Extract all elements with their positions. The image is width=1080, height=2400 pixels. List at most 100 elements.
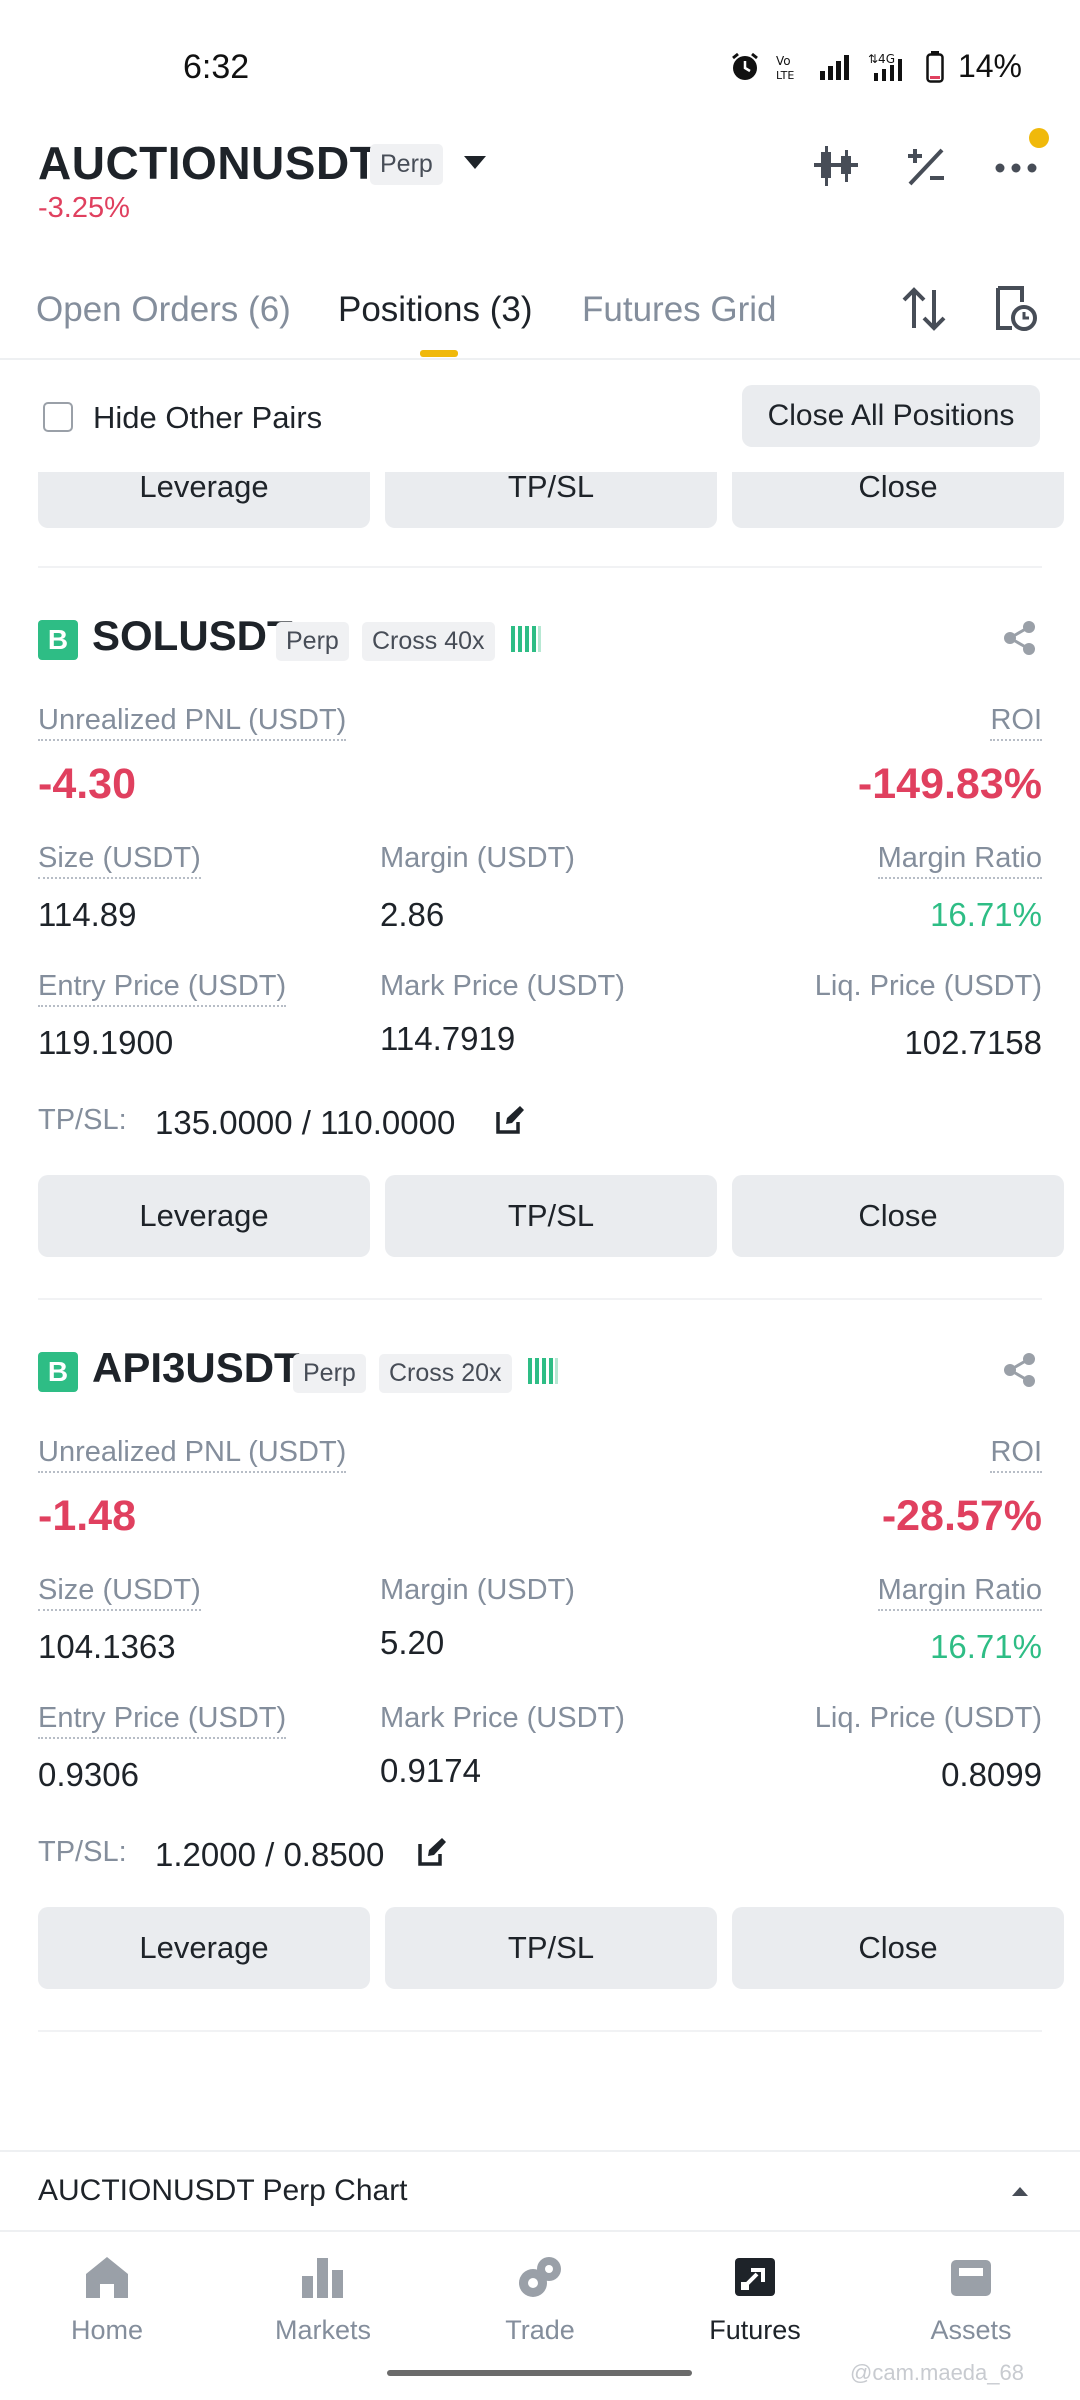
liq-price-label: Liq. Price (USDT): [814, 970, 1042, 1002]
margin-label: Margin (USDT): [380, 1574, 575, 1606]
nav-home[interactable]: Home: [17, 2254, 197, 2346]
nav-label: Assets: [930, 2315, 1012, 2345]
margin-mode-tag[interactable]: Cross 20x: [379, 1354, 512, 1393]
tpsl-label: TP/SL:: [38, 1104, 127, 1136]
entry-price-label[interactable]: Entry Price (USDT): [38, 970, 287, 1007]
nav-label: Markets: [274, 2315, 372, 2345]
unrealized-pnl-value: -1.48: [38, 1492, 137, 1540]
4g-signal-icon: ⇅4G: [868, 51, 912, 83]
margin-ratio-value: 16.71%: [930, 896, 1042, 933]
divider: [38, 566, 1042, 568]
mark-price-value: 0.9174: [380, 1752, 481, 1789]
position-pair[interactable]: SOLUSDT: [92, 612, 293, 659]
svg-text:Vo: Vo: [776, 54, 791, 68]
mark-price-value: 114.7919: [380, 1020, 516, 1057]
edit-icon[interactable]: [494, 1104, 526, 1141]
leverage-button[interactable]: Leverage: [38, 1175, 370, 1257]
roi-label[interactable]: ROI: [990, 704, 1042, 741]
bottom-nav: Home Markets Trade Futures Assets @cam.m…: [0, 2230, 1080, 2400]
size-label[interactable]: Size (USDT): [38, 1574, 201, 1611]
liq-price-value: 102.7158: [904, 1024, 1042, 1061]
tab-positions[interactable]: Positions (3): [338, 290, 533, 329]
roi-label[interactable]: ROI: [990, 1436, 1042, 1473]
share-icon[interactable]: [1003, 620, 1037, 661]
leverage-button[interactable]: Leverage: [38, 1907, 370, 1989]
margin-value: 5.20: [380, 1624, 445, 1661]
share-icon[interactable]: [1003, 1352, 1037, 1393]
tpsl-value: 135.0000 / 110.0000: [155, 1104, 456, 1141]
tpsl-button[interactable]: TP/SL: [385, 1175, 717, 1257]
entry-price-value: 119.1900: [38, 1024, 174, 1061]
status-icons: Vo LTE ⇅4G 14%: [730, 48, 1022, 85]
candlestick-icon[interactable]: [812, 142, 860, 195]
tpsl-button[interactable]: TP/SL: [385, 1907, 717, 1989]
nav-futures[interactable]: Futures: [665, 2254, 845, 2346]
sort-icon[interactable]: [900, 284, 948, 339]
position-pair[interactable]: API3USDT: [92, 1344, 300, 1391]
signal-icon: [818, 53, 854, 81]
hide-other-pairs-checkbox[interactable]: [43, 402, 73, 432]
price-change: -3.25%: [38, 192, 130, 224]
symbol-title[interactable]: AUCTIONUSDT: [38, 137, 379, 189]
position-actions: Leverage TP/SL Close: [38, 1175, 1064, 1257]
edit-icon[interactable]: [416, 1836, 448, 1873]
margin-value: 2.86: [380, 896, 445, 933]
position-actions: Leverage TP/SL Close: [38, 1907, 1064, 1989]
svg-text:LTE: LTE: [776, 69, 794, 82]
contract-type-tag: Perp: [293, 1354, 366, 1393]
home-indicator[interactable]: [387, 2370, 692, 2376]
assets-icon: [947, 2254, 995, 2305]
close-position-button[interactable]: Close: [732, 1907, 1064, 1989]
home-icon: [83, 2254, 131, 2305]
chart-label[interactable]: AUCTIONUSDT Perp Chart: [38, 2174, 408, 2207]
contract-type-tag: Perp: [370, 144, 443, 185]
nav-trade[interactable]: Trade: [450, 2254, 630, 2346]
svg-text:⇅4G: ⇅4G: [868, 52, 895, 66]
close-all-positions-button[interactable]: Close All Positions: [742, 385, 1040, 447]
unrealized-pnl-label[interactable]: Unrealized PNL (USDT): [38, 1436, 347, 1473]
chart-toggle-bar[interactable]: AUCTIONUSDT Perp Chart: [0, 2150, 1080, 2230]
margin-label: Margin (USDT): [380, 842, 575, 874]
tab-futures-grid[interactable]: Futures Grid: [582, 290, 777, 329]
margin-mode-tag[interactable]: Cross 40x: [362, 622, 495, 661]
close-position-button[interactable]: Close: [732, 472, 1064, 528]
margin-ratio-value: 16.71%: [930, 1628, 1042, 1665]
close-position-button[interactable]: Close: [732, 1175, 1064, 1257]
nav-markets[interactable]: Markets: [233, 2254, 413, 2346]
tpsl-button[interactable]: TP/SL: [385, 472, 717, 528]
roi-value: -28.57%: [881, 1492, 1042, 1540]
adl-indicator-icon: [510, 624, 542, 659]
unrealized-pnl-label[interactable]: Unrealized PNL (USDT): [38, 704, 347, 741]
nav-label: Home: [70, 2315, 144, 2345]
margin-ratio-label[interactable]: Margin Ratio: [877, 1574, 1042, 1611]
leverage-button[interactable]: Leverage: [38, 472, 370, 528]
trade-icon: [516, 2254, 564, 2305]
status-bar: 6:32 Vo LTE ⇅4G 14%: [0, 0, 1080, 136]
active-tab-indicator: [420, 350, 458, 357]
size-label[interactable]: Size (USDT): [38, 842, 201, 879]
markets-icon: [299, 2254, 347, 2305]
hide-other-pairs-label[interactable]: Hide Other Pairs: [93, 400, 323, 435]
futures-icon: [731, 2254, 779, 2305]
caret-down-icon[interactable]: [462, 154, 488, 177]
entry-price-label[interactable]: Entry Price (USDT): [38, 1702, 287, 1739]
position-tabs: Open Orders (6) Positions (3) Futures Gr…: [0, 270, 1080, 360]
mark-price-label: Mark Price (USDT): [380, 1702, 625, 1734]
status-time: 6:32: [183, 48, 250, 86]
nav-label: Futures: [709, 2315, 801, 2345]
tab-open-orders[interactable]: Open Orders (6): [36, 290, 291, 329]
roi-value: -149.83%: [857, 760, 1042, 808]
order-history-icon[interactable]: [994, 284, 1038, 339]
more-icon[interactable]: [992, 142, 1040, 195]
calculator-icon[interactable]: [902, 142, 950, 195]
buy-side-badge: B: [38, 1352, 78, 1392]
entry-price-value: 0.9306: [38, 1756, 139, 1793]
buy-side-badge: B: [38, 620, 78, 660]
volte-icon: Vo LTE: [774, 52, 804, 82]
caret-up-icon[interactable]: [1010, 2184, 1030, 2203]
mark-price-label: Mark Price (USDT): [380, 970, 625, 1002]
nav-assets[interactable]: Assets: [881, 2254, 1061, 2346]
margin-ratio-label[interactable]: Margin Ratio: [877, 842, 1042, 879]
size-value: 104.1363: [38, 1628, 176, 1665]
position-card: B SOLUSDT Perp Cross 40x Unrealized PNL …: [0, 612, 1080, 1280]
